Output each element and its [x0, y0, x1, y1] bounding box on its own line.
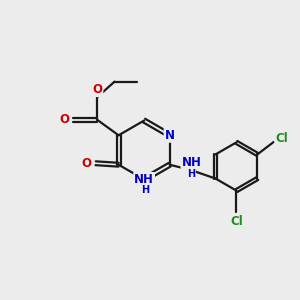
Text: H: H	[141, 185, 149, 195]
Text: H: H	[187, 169, 196, 178]
Text: O: O	[92, 83, 102, 96]
Text: Cl: Cl	[230, 215, 243, 228]
Text: O: O	[82, 157, 92, 170]
Text: N: N	[165, 129, 175, 142]
Text: NH: NH	[182, 156, 201, 169]
Text: O: O	[59, 113, 69, 127]
Text: NH: NH	[134, 173, 154, 186]
Text: Cl: Cl	[275, 132, 288, 145]
